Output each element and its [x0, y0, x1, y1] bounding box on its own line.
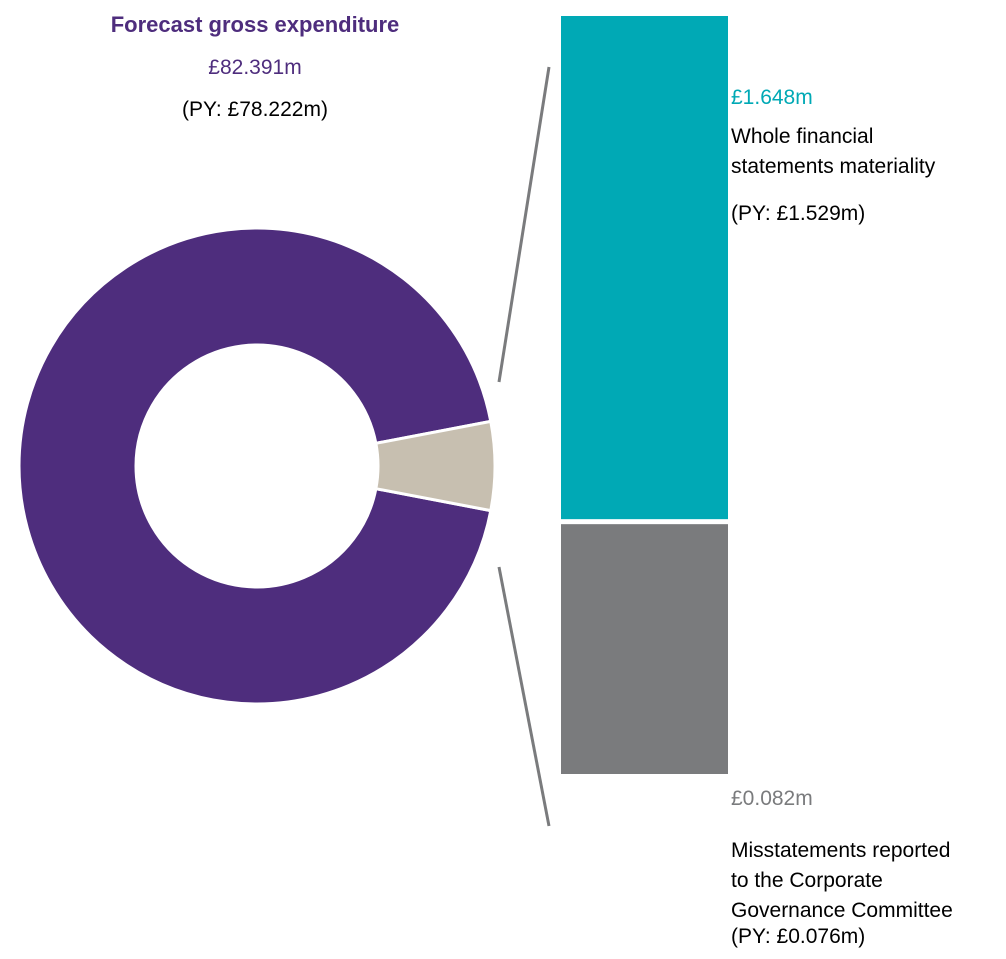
misstatements-prior-year-label: (PY: £0.076m): [731, 925, 865, 949]
materiality-name-line: Whole financial: [731, 122, 935, 152]
chart-title: Forecast gross expenditure: [80, 12, 430, 38]
connector-lines: [499, 67, 549, 826]
connector-line-bottom: [499, 567, 549, 826]
materiality-bar: [561, 16, 728, 774]
bar-segment-misstatements: [561, 524, 728, 774]
misstatements-name-line: to the Corporate: [731, 866, 953, 896]
materiality-prior-year-label: (PY: £1.529m): [731, 202, 865, 226]
connector-line-top: [499, 67, 549, 382]
misstatements-name-line: Misstatements reported: [731, 836, 953, 866]
misstatements-name-label: Misstatements reported to the Corporate …: [731, 836, 953, 926]
gross-expenditure-donut: [19, 228, 495, 704]
gross-expenditure-value: £82.391m: [80, 56, 430, 80]
materiality-value-label: £1.648m: [731, 86, 813, 110]
materiality-name-label: Whole financial statements materiality: [731, 122, 935, 182]
misstatements-name-line: Governance Committee: [731, 896, 953, 926]
materiality-name-line: statements materiality: [731, 152, 935, 182]
gross-expenditure-prior-year: (PY: £78.222m): [80, 98, 430, 122]
misstatements-value-label: £0.082m: [731, 787, 813, 811]
bar-segment-materiality: [561, 16, 728, 519]
